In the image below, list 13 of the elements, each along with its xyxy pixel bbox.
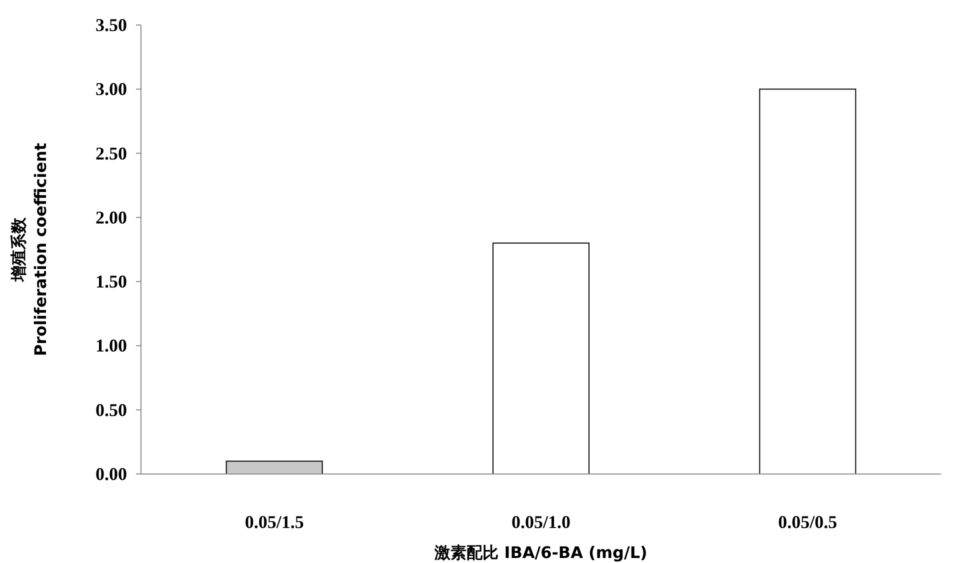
x-tick-label: 0.05/1.0 [511,512,571,532]
x-tick-label: 0.05/0.5 [778,512,838,532]
y-tick-label: 0.50 [96,400,127,420]
y-axis-title: 增殖系数 Proliferation coefficient [9,142,50,356]
y-tick-label: 0.00 [96,464,127,484]
y-tick-label: 3.50 [96,15,127,35]
y-tick-label: 1.50 [96,272,127,292]
x-tick-label: 0.05/1.5 [244,512,304,532]
y-tick-label: 3.00 [96,79,127,100]
y-tick-label: 1.00 [96,336,127,356]
y-tick-label: 2.00 [96,207,127,228]
y-tick-label: 2.50 [96,143,127,164]
x-axis-title: 激素配比 IBA/6-BA (mg/L) [434,543,648,562]
